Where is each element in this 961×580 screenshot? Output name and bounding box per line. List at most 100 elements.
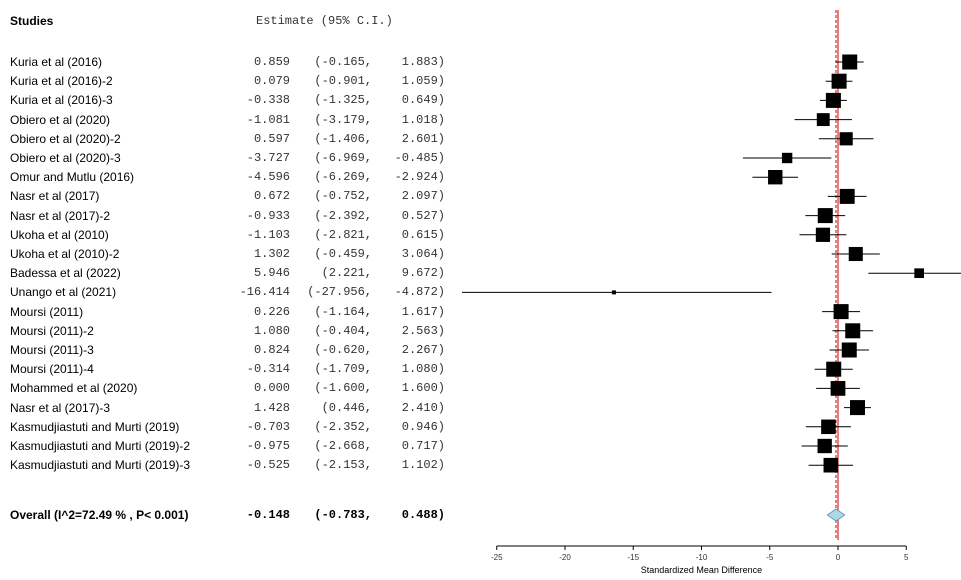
study-row: Moursi (2011) 0.226 (-1.164, 1.617) [0, 305, 460, 323]
estimate-value: 0.859 [253, 55, 290, 69]
study-row: Omur and Mutlu (2016) -4.596 (-6.269, -2.92… [0, 170, 460, 188]
estimate-value: -0.314 [246, 362, 290, 377]
estimate-value: 1.302 [253, 247, 290, 261]
ci-upper-value: -0.485) [394, 151, 445, 165]
ci-lower-value: (-1.325, [314, 93, 372, 108]
ci-lower-value: (-1.709, [314, 362, 372, 377]
study-name: Obiero et al (2020)-2 [10, 131, 121, 146]
estimate-value: -3.727 [246, 151, 290, 165]
study-name: Unango et al (2021) [10, 285, 117, 300]
ci-upper-value: 1.883) [401, 55, 445, 69]
study-point [781, 152, 793, 164]
estimate-value: 5.946 [253, 266, 290, 281]
ci-lower-value: (-6.969, [314, 151, 372, 165]
ci-lower-value: (-2.153, [314, 458, 372, 473]
ci-upper-value: 1.617) [401, 304, 445, 319]
study-row: Obiero et al (2020) -1.081 (-3.179, 1.018) [0, 113, 460, 131]
study-row: Unango et al (2021) -16.414 (-27.956, -4.87… [0, 285, 460, 303]
ci-upper-value: 2.267) [401, 343, 445, 357]
ci-upper-value: 2.097) [401, 189, 445, 204]
ci-upper-value: 1.600) [401, 381, 445, 396]
study-name: Kasmudjiastuti and Murti (2019)-2 [10, 439, 191, 453]
ci-lower-value: (-2.392, [314, 208, 372, 223]
ci-upper-value: 2.410) [401, 400, 445, 415]
x-tick-label: -25 [491, 553, 503, 562]
estimate-value: 0.079 [253, 74, 290, 89]
study-name: Overall (I^2=72.49 % , P< 0.001) [10, 508, 189, 522]
overall-diamond [826, 508, 846, 522]
study-name: Nasr et al (2017)-2 [10, 208, 111, 223]
ci-lower-value: (-0.783, [314, 508, 372, 522]
study-name: Nasr et al (2017) [10, 189, 100, 204]
study-point [768, 169, 783, 185]
study-row: Ukoha et al (2010) -1.103 (-2.821, 0.615) [0, 228, 460, 246]
ci-lower-value: (-2.352, [314, 419, 372, 434]
study-name: Moursi (2011)-3 [10, 343, 94, 357]
study-row: Kasmudjiastuti and Murti (2019) -0.703 (-2… [0, 420, 460, 438]
ci-lower-value: (-6.269, [314, 170, 372, 185]
study-point [816, 113, 830, 127]
study-name: Nasr et al (2017)-3 [10, 400, 111, 415]
ci-lower-value: (-3.179, [314, 112, 372, 127]
study-row: Badessa et al (2022) 5.946 (2.221, 9.672) [0, 266, 460, 284]
study-row: Nasr et al (2017)-3 1.428 (0.446, 2.410) [0, 401, 460, 419]
study-row: Moursi (2011)-3 0.824 (-0.620, 2.267) [0, 343, 460, 361]
estimate-value: -0.933 [246, 208, 290, 223]
ci-upper-value: 2.563) [401, 323, 445, 338]
study-row: Moursi (2011)-2 1.080 (-0.404, 2.563) [0, 324, 460, 342]
ci-upper-value: 1.018) [401, 112, 445, 127]
study-name: Kuria et al (2016) [10, 55, 103, 69]
estimate-value: 0.226 [253, 304, 290, 319]
x-tick-label: -10 [696, 553, 708, 562]
ci-lower-value: (-1.164, [314, 304, 372, 319]
study-name: Ukoha et al (2010) [10, 227, 109, 242]
study-point [830, 381, 846, 396]
estimate-value: 0.597 [253, 131, 290, 146]
estimate-value: 0.000 [253, 381, 290, 396]
study-point [839, 132, 853, 146]
ci-upper-value: 1.080) [401, 362, 445, 377]
ci-upper-value: 2.601) [401, 131, 445, 146]
ci-upper-value: 0.717) [401, 439, 445, 453]
overall-row: Overall (I^2=72.49 % , P< 0.001) -0.148 (-… [0, 508, 460, 526]
x-tick-label: 5 [904, 553, 909, 562]
estimate-value: 0.672 [253, 189, 290, 204]
ci-upper-value: 0.615) [401, 227, 445, 242]
study-row: Mohammed et al (2020) 0.000 (-1.600, 1.600) [0, 381, 460, 399]
study-point [823, 457, 839, 473]
ci-lower-value: (-27.956, [307, 285, 372, 300]
study-name: Omur and Mutlu (2016) [10, 170, 135, 185]
x-tick-label: -5 [766, 553, 774, 562]
estimate-value: -4.596 [246, 170, 290, 185]
study-point [831, 73, 847, 89]
estimate-value: -16.414 [239, 285, 290, 300]
estimate-value: -0.703 [246, 419, 290, 434]
study-name: Obiero et al (2020) [10, 112, 111, 127]
study-name: Kasmudjiastuti and Murti (2019) [10, 419, 180, 434]
study-point [825, 92, 841, 108]
study-point [817, 438, 832, 454]
ci-lower-value: (-1.406, [314, 131, 372, 146]
estimate-value: -1.081 [246, 112, 290, 127]
estimate-value: -1.103 [246, 227, 290, 242]
study-row: Obiero et al (2020)-3 -3.727 (-6.969, -0.48… [0, 151, 460, 169]
study-row: Kasmudjiastuti and Murti (2019)-2 -0.975 (… [0, 439, 460, 457]
ci-lower-value: (-0.459, [314, 247, 372, 261]
ci-upper-value: 0.649) [401, 93, 445, 108]
ci-upper-value: -4.872) [394, 285, 445, 300]
study-point [826, 361, 842, 377]
study-point [815, 227, 831, 242]
ci-lower-value: (-1.600, [314, 381, 372, 396]
ci-upper-value: 0.488) [401, 508, 445, 522]
study-name: Obiero et al (2020)-3 [10, 151, 121, 165]
ci-lower-value: (-0.165, [314, 55, 372, 69]
ci-upper-value: -2.924) [394, 170, 445, 185]
ci-upper-value: 1.102) [401, 458, 445, 473]
study-row: Kuria et al (2016) 0.859 (-0.165, 1.883) [0, 55, 460, 73]
ci-lower-value: (0.446, [321, 400, 372, 415]
study-name: Kasmudjiastuti and Murti (2019)-3 [10, 458, 191, 473]
study-name: Moursi (2011)-4 [10, 362, 94, 377]
study-row: Kasmudjiastuti and Murti (2019)-3 -0.525 (… [0, 458, 460, 476]
